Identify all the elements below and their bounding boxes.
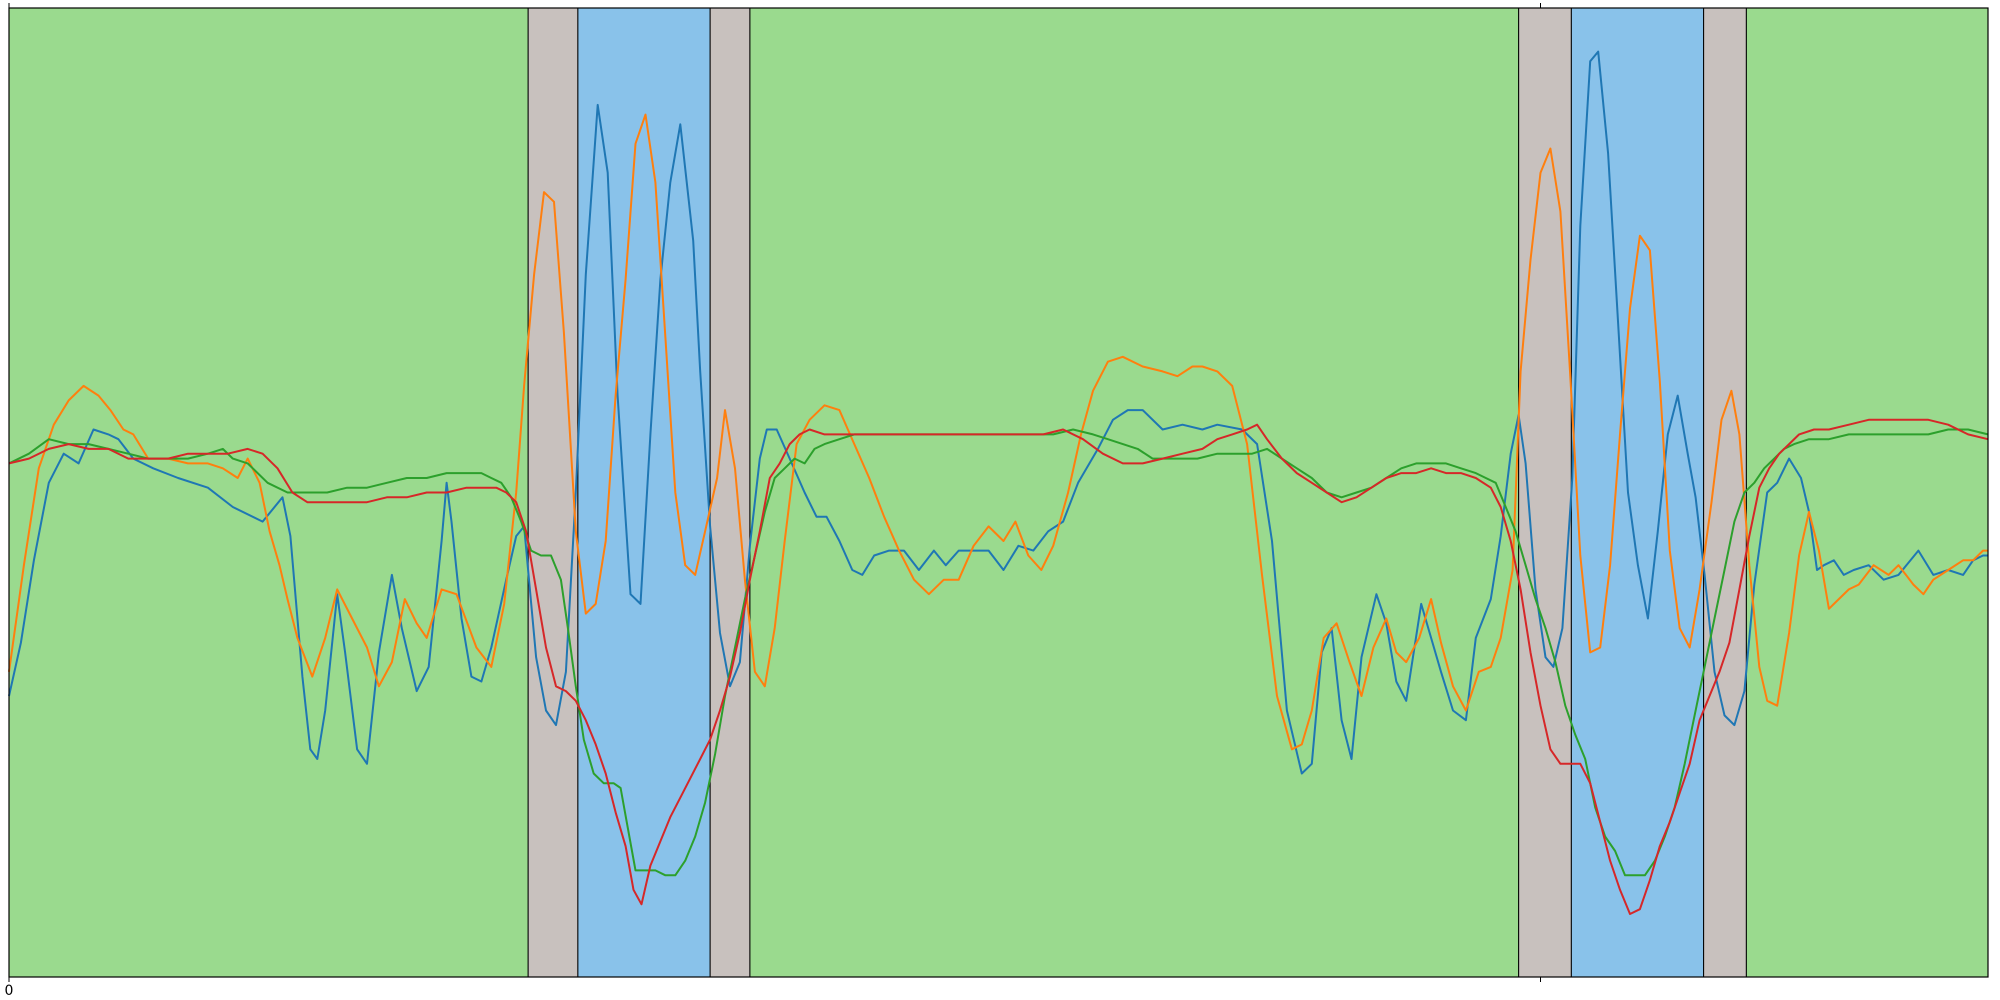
region-gray-7: [1703, 8, 1747, 977]
x-axis-ticks: 0: [5, 3, 1541, 999]
region-blue-6: [1571, 8, 1704, 977]
plot-frame: [8, 7, 1989, 978]
x-tick-label: 0: [5, 983, 14, 999]
region-gray-5: [1518, 8, 1572, 977]
region-green-8: [1746, 8, 1988, 977]
region-gray-3: [710, 8, 750, 977]
region-gray-1: [528, 8, 578, 977]
region-green-4: [749, 8, 1519, 977]
series-line-3: [8, 418, 1989, 915]
series-line-1: [8, 113, 1988, 751]
region-blue-2: [577, 8, 711, 977]
background-regions: [9, 8, 1988, 977]
series-lines: [8, 50, 1989, 915]
series-line-0: [8, 50, 1988, 775]
